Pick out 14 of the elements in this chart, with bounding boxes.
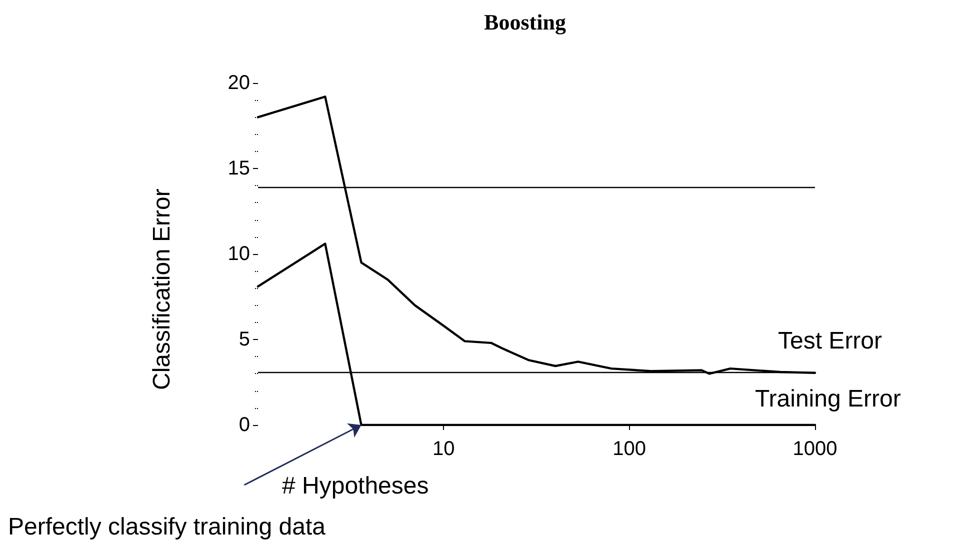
x-tick-label: 1000 xyxy=(792,438,838,460)
x-tick-label: 100 xyxy=(612,438,646,460)
series-label: Training Error xyxy=(755,386,901,412)
y-tick-label: 15 xyxy=(228,158,250,180)
x-tick-label: 10 xyxy=(432,438,455,460)
y-axis-title: Classification Error xyxy=(148,188,176,390)
y-tick-label: 20 xyxy=(228,72,250,94)
y-tick-label: 0 xyxy=(238,414,250,436)
y-tick-label: 10 xyxy=(228,243,250,265)
y-tick-label: 5 xyxy=(238,328,250,350)
x-axis-title: # Hypotheses xyxy=(282,472,429,500)
chart-title: Boosting xyxy=(484,10,566,34)
annotation: Perfectly classify training data xyxy=(8,514,326,540)
series-label: Test Error xyxy=(778,327,882,354)
